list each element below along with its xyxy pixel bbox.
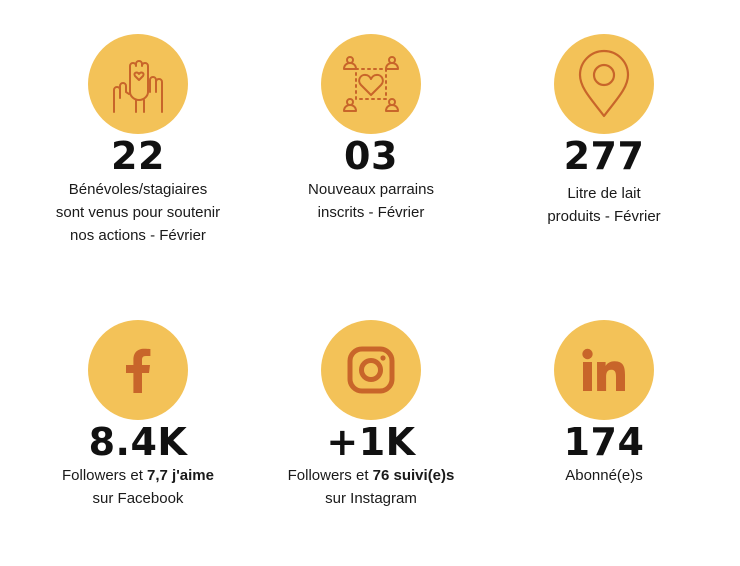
- stat-value: 03: [344, 134, 398, 178]
- raised-hands-heart-icon: [113, 60, 163, 113]
- stat-description-line: Bénévoles/stagiaires: [68, 181, 208, 198]
- stat-description-line: produits - Février: [547, 208, 661, 225]
- stat-description: Nouveaux parrains inscrits - Février: [256, 178, 486, 224]
- stat-description-line: sont venus pour soutenir: [55, 204, 221, 221]
- stat-description-line: sur Instagram: [325, 490, 417, 507]
- stat-instagram: +1K Followers et 76 suivi(e)s sur Instag…: [256, 320, 486, 510]
- stat-description: Followers et 76 suivi(e)s sur Instagram: [256, 464, 486, 510]
- stat-description-line: Followers et 7,7 j'aime: [23, 464, 253, 487]
- stat-description-line: Nouveaux parrains: [308, 181, 434, 198]
- instagram-icon: [347, 346, 395, 394]
- stat-description-highlight: 76 suivi(e)s: [372, 467, 455, 484]
- stat-volunteers: 22 Bénévoles/stagiaires sont venus pour …: [23, 34, 253, 247]
- stat-volunteers-badge: [88, 34, 188, 134]
- stat-linkedin-badge: [554, 320, 654, 420]
- stat-description-line: Litre de lait: [567, 185, 641, 202]
- stat-description: Bénévoles/stagiaires sont venus pour sou…: [23, 178, 253, 247]
- stat-value: 22: [111, 134, 165, 178]
- facebook-icon: [126, 348, 151, 393]
- stat-description-line: inscrits - Février: [317, 204, 425, 221]
- stat-description-line: sur Facebook: [92, 490, 184, 507]
- stat-new-sponsors-badge: [321, 34, 421, 134]
- stat-description-line: Abonné(e)s: [565, 467, 643, 484]
- stat-description-text: Followers et: [62, 467, 148, 484]
- stat-description: Abonné(e)s: [489, 464, 719, 487]
- stat-description-text: Followers et: [287, 467, 373, 484]
- stat-description-highlight: 7,7 j'aime: [147, 467, 214, 484]
- people-heart-network-icon: [343, 56, 399, 112]
- map-pin-icon: [578, 49, 630, 118]
- stat-description-line: nos actions - Février: [70, 227, 206, 244]
- stat-description: Followers et 7,7 j'aime sur Facebook: [23, 464, 253, 510]
- stat-facebook: 8.4K Followers et 7,7 j'aime sur Faceboo…: [23, 320, 253, 510]
- stat-description: Litre de lait produits - Février: [489, 182, 719, 228]
- stat-value: 174: [563, 420, 645, 464]
- stat-milk-liters-badge: [554, 34, 654, 134]
- linkedin-icon: [582, 348, 625, 391]
- stat-instagram-badge: [321, 320, 421, 420]
- stat-linkedin: 174 Abonné(e)s: [489, 320, 719, 487]
- stat-value: 8.4K: [88, 420, 188, 464]
- stat-description-line: Followers et 76 suivi(e)s: [256, 464, 486, 487]
- stat-value: +1K: [326, 420, 416, 464]
- stat-new-sponsors: 03 Nouveaux parrains inscrits - Février: [256, 34, 486, 224]
- stat-value: 277: [563, 134, 645, 178]
- stat-facebook-badge: [88, 320, 188, 420]
- stat-milk-liters: 277 Litre de lait produits - Février: [489, 34, 719, 228]
